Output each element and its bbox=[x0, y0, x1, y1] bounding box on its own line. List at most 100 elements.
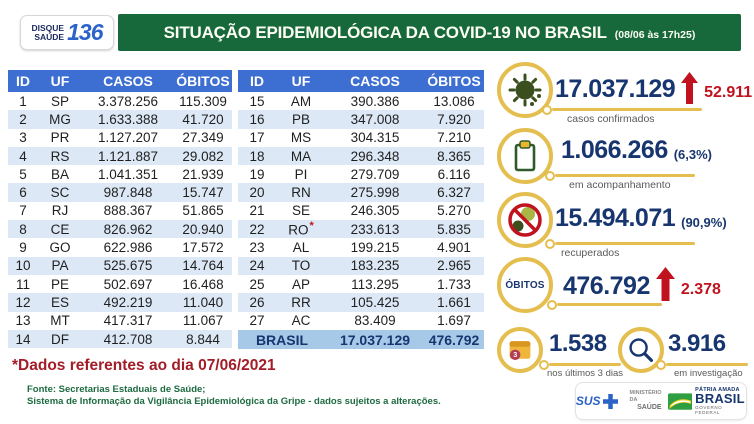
cell-casos: 417.317 bbox=[103, 313, 153, 329]
state-row-RJ: 7 RJ 888.367 51.865 bbox=[8, 201, 232, 221]
cell-uf: RS bbox=[50, 148, 70, 164]
cell-casos: 279.709 bbox=[350, 166, 400, 182]
cell-uf: PR bbox=[50, 130, 70, 146]
cell-uf: CE bbox=[50, 221, 70, 237]
cell-casos: 492.219 bbox=[103, 294, 153, 310]
stat-deaths-last-3-days: 3 1.538 nos últimos 3 dias bbox=[497, 327, 623, 379]
table-body-left: 1 SP 3.378.256 115.309 2 MG 1.633.388 41.720 3 PR… bbox=[8, 92, 232, 349]
investigation-value: 3.916 bbox=[668, 330, 726, 357]
col-header-id: ID bbox=[16, 73, 30, 89]
cell-obitos: 6.116 bbox=[437, 166, 471, 182]
state-row-PB: 16 PB 347.008 7.920 bbox=[238, 110, 484, 129]
states-table-left: ID UF CASOS ÓBITOS 1 SP 3.378.256 115.309 2 M… bbox=[8, 70, 232, 349]
cell-casos: 1.127.207 bbox=[97, 130, 159, 146]
state-row-MA: 18 MA 296.348 8.365 bbox=[238, 146, 484, 166]
ministry-line2: SAÚDE bbox=[637, 403, 662, 411]
cell-casos: 105.425 bbox=[350, 294, 400, 310]
cell-uf: BA bbox=[50, 166, 69, 182]
state-row-MS: 17 MS 304.315 7.210 bbox=[238, 128, 484, 147]
cell-casos: 1.041.351 bbox=[97, 166, 159, 182]
cell-id: 13 bbox=[15, 313, 31, 329]
state-row-PI: 19 PI 279.709 6.116 bbox=[238, 165, 484, 184]
cell-id: 2 bbox=[19, 111, 27, 127]
obitos-badge: ÓBITOS bbox=[497, 257, 553, 313]
clipboard-icon bbox=[497, 128, 553, 184]
investigation-label: em investigação bbox=[674, 368, 743, 379]
state-row-PE: 11 PE 502.697 16.468 bbox=[8, 274, 232, 294]
cell-id: 24 bbox=[249, 258, 265, 274]
stat-monitoring: 1.066.266 (6,3%) em acompanhamento bbox=[497, 128, 754, 191]
state-row-RS: 4 RS 1.121.887 29.082 bbox=[8, 146, 232, 166]
stat-deaths: ÓBITOS 476.792 2.378 bbox=[497, 257, 754, 319]
cell-id: 12 bbox=[15, 294, 31, 310]
cell-id: 19 bbox=[249, 166, 265, 182]
up-arrow-icon bbox=[681, 72, 699, 104]
government-logos-bar: SUS MINISTÉRIO DA SAÚDE PÁTRIA AMADA BRA… bbox=[575, 382, 747, 420]
state-row-TO: 24 TO 183.235 2.965 bbox=[238, 256, 484, 275]
cell-obitos: 5.270 bbox=[437, 203, 471, 219]
cell-casos: 246.305 bbox=[350, 203, 400, 219]
state-row-DF: 14 DF 412.708 8.844 bbox=[8, 329, 232, 349]
cell-casos: 347.008 bbox=[350, 111, 400, 127]
source-line1: Fonte: Secretarias Estaduais de Saúde; bbox=[27, 384, 206, 395]
cell-uf: DF bbox=[51, 331, 69, 347]
cell-id: 27 bbox=[249, 313, 265, 329]
last3days-label: nos últimos 3 dias bbox=[547, 368, 624, 379]
cell-id: 16 bbox=[249, 111, 265, 127]
col-header-uf: UF bbox=[291, 73, 311, 89]
brand-text: PÁTRIA AMADA BRASIL GOVERNO FEDERAL bbox=[695, 387, 746, 415]
data-reference-note: *Dados referentes ao dia 07/06/2021 bbox=[12, 357, 276, 374]
cell-obitos: 2.965 bbox=[437, 258, 471, 274]
cell-obitos: 17.572 bbox=[182, 240, 224, 256]
cell-uf: GO bbox=[49, 240, 71, 256]
cell-obitos: 8.844 bbox=[186, 331, 220, 347]
cell-id: 1 bbox=[19, 93, 27, 109]
cell-obitos: 4.901 bbox=[437, 240, 471, 256]
cell-uf: RJ bbox=[51, 203, 69, 219]
table-header: ID UF CASOS ÓBITOS bbox=[238, 70, 484, 92]
cell-id: 14 bbox=[15, 331, 31, 347]
last3days-value: 1.538 bbox=[549, 330, 607, 357]
cell-id: 18 bbox=[249, 148, 265, 164]
cell-casos: 113.295 bbox=[351, 276, 399, 292]
state-row-MG: 2 MG 1.633.388 41.720 bbox=[8, 110, 232, 129]
cell-casos: 622.986 bbox=[103, 240, 153, 256]
magnifier-icon bbox=[618, 327, 664, 373]
cell-obitos: 11.067 bbox=[182, 313, 224, 329]
obitos-badge-label: ÓBITOS bbox=[505, 279, 545, 291]
cell-id: 8 bbox=[19, 221, 27, 237]
state-row-RN: 20 RN 275.998 6.327 bbox=[238, 183, 484, 202]
cell-uf: AM bbox=[290, 93, 312, 109]
logo-line2: SAÚDE bbox=[34, 31, 65, 42]
cell-obitos: 21.939 bbox=[182, 166, 224, 182]
deaths-value: 476.792 bbox=[563, 272, 650, 300]
col-header-obitos: ÓBITOS bbox=[176, 73, 230, 89]
cell-obitos: 6.327 bbox=[437, 185, 471, 201]
page-title: SITUAÇÃO EPIDEMIOLÓGICA DA COVID-19 NO B… bbox=[163, 22, 607, 42]
cell-casos: 888.367 bbox=[103, 203, 153, 219]
cell-uf: AC bbox=[291, 313, 311, 329]
cell-casos: 1.633.388 bbox=[97, 111, 159, 127]
col-header-casos: CASOS bbox=[103, 73, 153, 89]
cell-uf: MG bbox=[49, 111, 71, 127]
col-header-id: ID bbox=[250, 73, 264, 89]
table-body-right: 15 AM 390.386 13.086 16 PB 347.008 7.920 17 MS 304… bbox=[238, 92, 484, 330]
disque-saude-label: DISQUE SAÚDE bbox=[32, 23, 65, 42]
cell-uf: PA bbox=[51, 258, 69, 274]
state-row-SP: 1 SP 3.378.256 115.309 bbox=[8, 92, 232, 111]
cell-casos: 83.409 bbox=[354, 313, 396, 329]
cell-obitos: 1.733 bbox=[437, 276, 471, 292]
report-timestamp: (08/06 às 17h25) bbox=[614, 28, 696, 41]
cell-obitos: 1.661 bbox=[437, 294, 471, 310]
cell-obitos: 29.082 bbox=[182, 148, 224, 164]
stat-recovered: 15.494.071 (90,9%) recuperados bbox=[497, 192, 754, 259]
cell-obitos: 20.940 bbox=[182, 221, 224, 237]
up-arrow-icon bbox=[655, 267, 675, 301]
total-casos: 17.037.129 bbox=[339, 331, 411, 348]
cell-obitos: 1.697 bbox=[437, 313, 471, 329]
recovered-percent: (90,9%) bbox=[681, 215, 727, 230]
cell-obitos: 5.835 bbox=[437, 221, 471, 237]
cell-uf: MT bbox=[50, 313, 70, 329]
monitoring-label: em acompanhamento bbox=[569, 179, 671, 191]
sus-logo: SUS bbox=[576, 393, 618, 409]
